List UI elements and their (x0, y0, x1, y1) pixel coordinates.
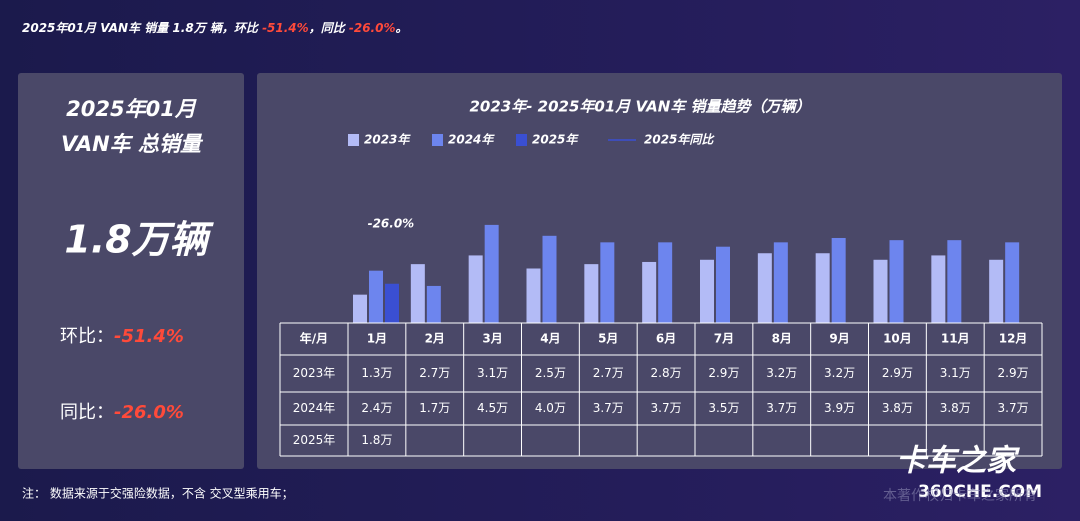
x-tick-label: 3月 (482, 332, 502, 346)
bar (369, 270, 383, 323)
summary-total: 1.8万辆 (64, 218, 214, 262)
x-tick-label: 8月 (772, 332, 792, 346)
yoy-label: 同比： (60, 402, 114, 423)
x-tick-label: 10月 (883, 332, 912, 346)
bar (410, 264, 425, 323)
table-value: 3.7万 (651, 401, 682, 415)
table-value: 2.7万 (419, 366, 450, 380)
table-value: 3.8万 (940, 401, 971, 415)
legend-label: 2025年同比 (644, 133, 715, 147)
table-corner: 年/月 (300, 331, 328, 346)
bar (1005, 242, 1020, 323)
header-text: 。 (396, 21, 408, 35)
table-value: 3.2万 (824, 366, 855, 380)
table-value: 3.8万 (882, 401, 913, 415)
yoy-value: -26.0% (114, 402, 184, 423)
bar (815, 253, 830, 323)
header-yoy: -26.0% (349, 21, 396, 35)
summary-panel (18, 73, 244, 469)
row-label: 2025年 (293, 433, 336, 447)
bar (600, 242, 615, 323)
table-value: 3.1万 (940, 366, 971, 380)
legend-swatch (432, 134, 443, 146)
bar (468, 255, 483, 323)
bar (484, 224, 499, 323)
mom-label: 环比： (60, 326, 114, 347)
header-text: ，同比 (309, 21, 349, 35)
bar (773, 242, 788, 323)
table-value: 2.8万 (651, 366, 682, 380)
legend-swatch (348, 134, 359, 146)
row-label: 2023年 (293, 366, 336, 380)
summary-title: VAN车 总销量 (61, 132, 204, 156)
table-value: 1.7万 (419, 401, 450, 415)
table-value: 3.7万 (593, 401, 624, 415)
summary-title: 2025年01月 (66, 97, 197, 121)
x-tick-label: 7月 (714, 332, 734, 346)
x-tick-label: 2月 (425, 332, 445, 346)
table-value: 1.3万 (361, 366, 392, 380)
bar (700, 259, 714, 323)
note: 注： 数据来源于交强险数据，不含 交叉型乘用车； (22, 486, 294, 501)
watermark-site: 360CHE.COM (918, 482, 1042, 502)
table-value: 4.5万 (477, 401, 508, 415)
summary-yoy: 同比：-26.0% (60, 402, 184, 423)
mom-value: -51.4% (114, 326, 184, 347)
x-tick-label: 11月 (941, 332, 970, 346)
table-value: 3.7万 (766, 401, 797, 415)
row-label: 2024年 (293, 401, 336, 415)
watermark-logo: 卡车之家 (896, 444, 1020, 479)
bar (947, 240, 962, 323)
table-value: 2.4万 (361, 401, 392, 415)
summary-mom: 环比：-51.4% (60, 326, 184, 347)
chart-title: 2023年- 2025年01月 VAN车 销量趋势（万辆） (469, 98, 810, 116)
table-value: 4.0万 (535, 401, 566, 415)
header-text: 2025年01月 VAN车 销量 1.8万 辆，环比 (22, 21, 262, 35)
header: 2025年01月 VAN车 销量 1.8万 辆，环比 -51.4%，同比 -26… (22, 21, 408, 35)
x-tick-label: 5月 (598, 332, 618, 346)
table-value: 2.9万 (882, 366, 913, 380)
table-value: 2.9万 (998, 366, 1029, 380)
legend-label: 2025年 (532, 133, 579, 147)
x-tick-label: 4月 (540, 332, 560, 346)
legend-label: 2023年 (364, 133, 411, 147)
bar (931, 255, 946, 323)
bar (542, 235, 557, 323)
bar (584, 264, 599, 323)
bar (831, 237, 846, 323)
x-tick-label: 1月 (367, 332, 387, 346)
bar (873, 259, 888, 323)
table-value: 3.7万 (998, 401, 1029, 415)
bar (658, 242, 673, 323)
bar (385, 283, 399, 323)
bar (989, 259, 1004, 323)
bar (526, 268, 541, 323)
table-value: 2.7万 (593, 366, 624, 380)
header-mom: -51.4% (262, 21, 309, 35)
x-tick-label: 6月 (656, 332, 676, 346)
table-value: 3.2万 (766, 366, 797, 380)
legend-label: 2024年 (448, 133, 495, 147)
legend-swatch (516, 134, 527, 146)
data-label: -26.0% (368, 217, 415, 231)
watermark-copyright: 本著作权归卡车之家所有 (883, 487, 1037, 504)
bar (642, 261, 657, 323)
x-tick-label: 12月 (999, 332, 1028, 346)
table-value: 3.5万 (708, 401, 739, 415)
table-value: 3.9万 (824, 401, 855, 415)
table-value: 2.9万 (708, 366, 739, 380)
table-value: 1.8万 (361, 433, 392, 447)
x-tick-label: 9月 (829, 332, 849, 346)
bar (353, 294, 367, 323)
table-value: 3.1万 (477, 366, 508, 380)
bar (426, 285, 441, 323)
bar (716, 246, 730, 323)
bar (757, 253, 772, 323)
table-value: 2.5万 (535, 366, 566, 380)
bar (889, 240, 904, 323)
